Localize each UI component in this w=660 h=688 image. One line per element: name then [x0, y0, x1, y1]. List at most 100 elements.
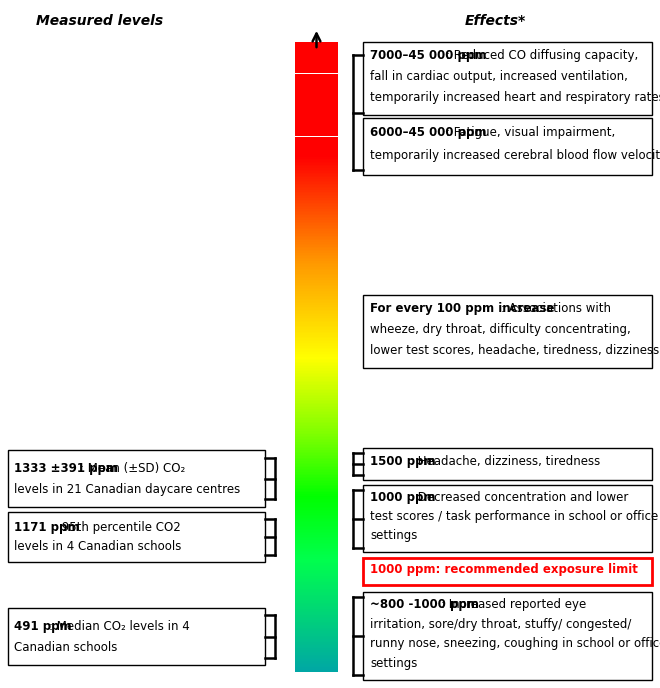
Bar	[295, 281, 338, 283]
Bar	[295, 645, 338, 647]
Bar	[295, 171, 338, 173]
Bar	[295, 122, 338, 124]
Bar	[295, 530, 338, 532]
Bar	[295, 431, 338, 433]
Bar	[295, 225, 338, 226]
Bar	[295, 236, 338, 237]
Bar	[295, 519, 338, 521]
Bar	[295, 85, 338, 86]
Bar	[295, 228, 338, 229]
Bar	[295, 644, 338, 645]
Bar	[295, 206, 338, 207]
Bar	[295, 248, 338, 250]
Bar	[295, 144, 338, 146]
Bar	[295, 193, 338, 195]
Bar	[295, 573, 338, 574]
Bar	[295, 482, 338, 483]
Bar	[295, 45, 338, 47]
Bar	[295, 357, 338, 358]
Bar	[295, 53, 338, 54]
Bar	[295, 400, 338, 401]
Bar	[363, 118, 652, 175]
Bar	[295, 538, 338, 539]
Bar	[295, 70, 338, 72]
Bar	[295, 270, 338, 272]
Bar	[295, 528, 338, 530]
Bar	[295, 483, 338, 484]
Text: temporarily increased heart and respiratory rates: temporarily increased heart and respirat…	[370, 91, 660, 104]
Bar	[295, 111, 338, 113]
Bar	[295, 458, 338, 460]
Bar	[295, 484, 338, 486]
Bar	[295, 522, 338, 524]
Bar	[295, 133, 338, 135]
Bar	[295, 601, 338, 603]
Text: : Headache, dizziness, tiredness: : Headache, dizziness, tiredness	[411, 455, 601, 469]
Bar	[295, 231, 338, 233]
Bar	[295, 141, 338, 143]
Bar	[363, 295, 652, 368]
Bar	[295, 263, 338, 264]
Bar	[295, 550, 338, 552]
Bar	[295, 356, 338, 357]
Text: levels in 21 Canadian daycare centres: levels in 21 Canadian daycare centres	[14, 484, 240, 497]
Bar	[295, 303, 338, 305]
Bar	[295, 237, 338, 239]
Bar	[295, 653, 338, 655]
Bar	[295, 376, 338, 378]
Bar	[295, 108, 338, 109]
Text: fall in cardiac output, increased ventilation,: fall in cardiac output, increased ventil…	[370, 70, 628, 83]
Bar	[295, 396, 338, 398]
Text: runny nose, sneezing, coughing in school or office: runny nose, sneezing, coughing in school…	[370, 637, 660, 650]
Bar	[295, 659, 338, 661]
Bar	[363, 485, 652, 552]
Bar	[295, 86, 338, 87]
Bar	[295, 608, 338, 609]
Bar	[295, 664, 338, 666]
Bar	[295, 475, 338, 477]
Bar	[295, 341, 338, 343]
Bar	[295, 220, 338, 222]
Bar	[295, 424, 338, 427]
Bar	[295, 252, 338, 253]
Text: 1500 ppm: 1500 ppm	[370, 455, 436, 469]
Bar	[295, 456, 338, 458]
Bar	[295, 502, 338, 504]
Bar	[295, 639, 338, 641]
Bar	[295, 610, 338, 612]
Bar	[295, 351, 338, 352]
Bar	[295, 504, 338, 505]
Bar	[295, 218, 338, 220]
Bar	[295, 577, 338, 579]
Bar	[295, 192, 338, 193]
Bar	[295, 121, 338, 122]
Text: 1333 ±391 ppm: 1333 ±391 ppm	[14, 462, 118, 475]
Bar	[295, 510, 338, 511]
Text: : Reduced CO diffusing capacity,: : Reduced CO diffusing capacity,	[446, 49, 638, 62]
Bar	[295, 625, 338, 626]
Bar	[295, 299, 338, 300]
Bar	[295, 621, 338, 623]
Bar	[295, 389, 338, 390]
Bar	[295, 312, 338, 313]
Text: ~800 -1000 ppm: ~800 -1000 ppm	[370, 598, 479, 611]
Bar	[295, 628, 338, 630]
Bar	[295, 466, 338, 467]
Bar	[295, 136, 338, 138]
Bar	[295, 332, 338, 334]
Text: lower test scores, headache, tiredness, dizziness: lower test scores, headache, tiredness, …	[370, 344, 659, 357]
Bar	[295, 329, 338, 330]
Bar	[295, 436, 338, 438]
Bar	[295, 114, 338, 116]
Bar	[295, 272, 338, 274]
Bar	[295, 264, 338, 266]
Bar	[295, 615, 338, 617]
Bar	[295, 245, 338, 247]
Bar	[295, 417, 338, 418]
Bar	[295, 319, 338, 321]
Bar	[295, 652, 338, 653]
Bar	[295, 619, 338, 620]
Bar	[363, 42, 652, 115]
Bar	[295, 500, 338, 502]
Bar	[295, 473, 338, 475]
